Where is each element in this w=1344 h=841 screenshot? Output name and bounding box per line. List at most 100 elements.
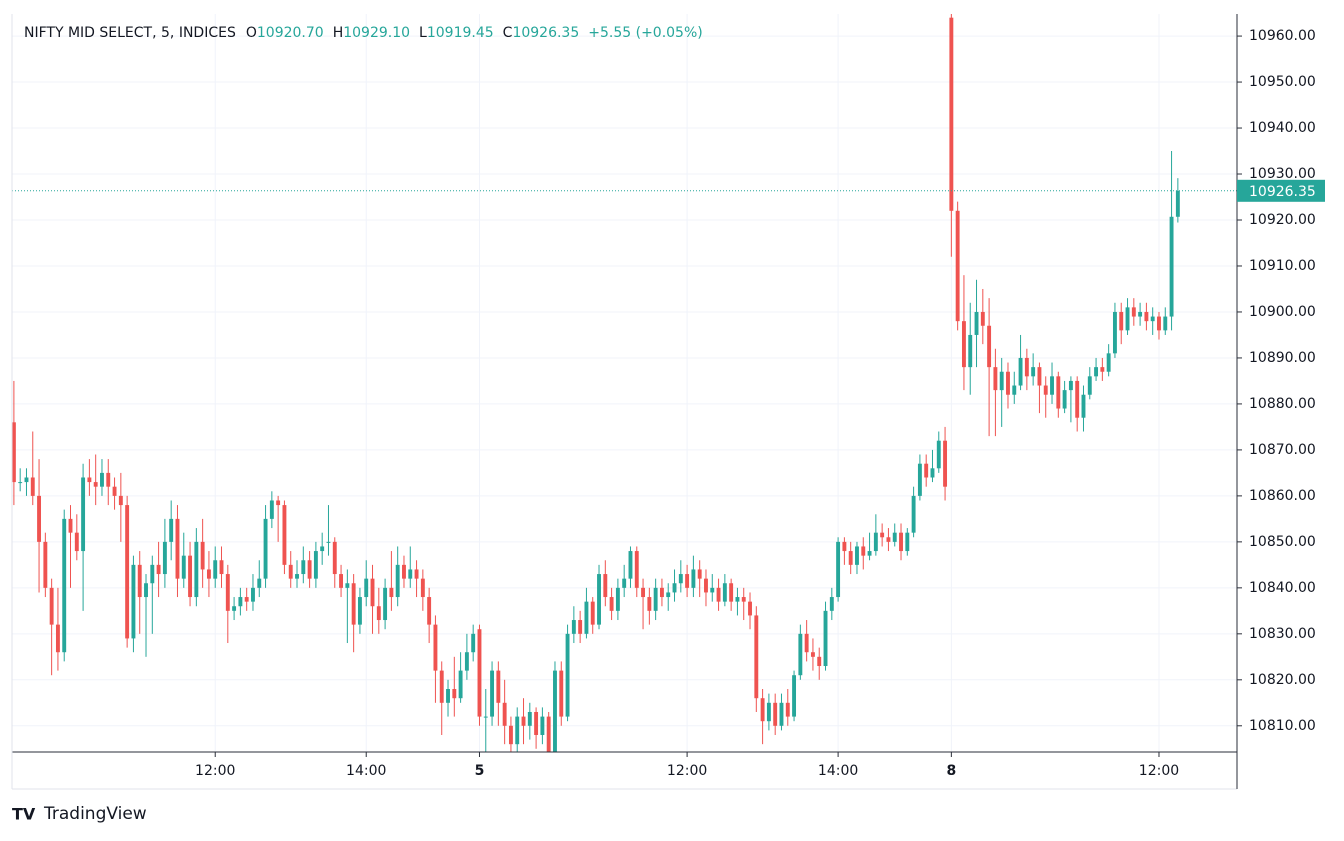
candle-body	[647, 597, 652, 611]
candle-body	[1056, 376, 1061, 409]
candle-body	[722, 583, 727, 602]
candle-body	[578, 620, 583, 634]
candle-body	[1100, 367, 1105, 372]
y-tick-label: 10850.00	[1249, 534, 1316, 550]
candle-body	[332, 541, 337, 575]
candle-body	[219, 560, 224, 575]
candle-body	[295, 574, 299, 579]
candle-body	[704, 578, 708, 593]
candle-body	[251, 587, 255, 602]
candle-body	[175, 518, 180, 579]
candle-body	[1043, 385, 1048, 395]
candle-body	[628, 551, 633, 579]
candle-body	[710, 587, 715, 593]
candle-body	[496, 670, 501, 703]
candle-body	[521, 716, 526, 726]
candle-body	[313, 551, 318, 579]
candle-body	[773, 702, 778, 726]
candle-body	[18, 482, 23, 484]
y-tick-label: 10900.00	[1249, 304, 1316, 320]
candle-body	[968, 334, 973, 368]
candle-body	[823, 610, 828, 667]
candle-body	[118, 495, 123, 506]
x-tick-label: 14:00	[818, 763, 858, 779]
candle-body	[1169, 216, 1174, 317]
candle-body	[622, 578, 627, 588]
x-tick-label: 12:00	[667, 763, 707, 779]
candle-body	[817, 656, 822, 667]
candle-body	[955, 210, 960, 322]
candle-body	[206, 569, 211, 579]
legend-key: C	[503, 25, 513, 41]
candle-body	[760, 698, 765, 722]
candle-body	[917, 463, 922, 496]
candle-body	[263, 518, 268, 579]
candle-body	[288, 564, 293, 579]
candle-body	[798, 633, 803, 676]
grid	[12, 14, 1237, 752]
candle-body	[402, 564, 406, 579]
candle-body	[792, 675, 797, 717]
candle-body	[30, 477, 35, 496]
candle-body	[1112, 311, 1117, 354]
candle-body	[836, 541, 841, 598]
legend-key: L	[419, 25, 427, 41]
legend-value: 10929.10	[343, 25, 410, 41]
candle-body	[1125, 307, 1130, 331]
candle-body	[943, 440, 948, 487]
candle-body	[188, 555, 193, 598]
candle-body	[276, 500, 281, 506]
candle-body	[307, 560, 312, 579]
symbol: NIFTY MID SELECT, 5, INDICES	[24, 25, 236, 41]
candle-body	[641, 587, 646, 598]
y-tick-label: 10890.00	[1249, 350, 1316, 366]
candle-body	[181, 555, 186, 579]
x-tick-label: 12:00	[1139, 763, 1179, 779]
candle-body	[62, 518, 67, 653]
candle-body	[615, 587, 620, 611]
y-tick-label: 10940.00	[1249, 120, 1316, 136]
candle-body	[364, 578, 369, 598]
candle-body	[1087, 376, 1092, 395]
candle-body	[37, 495, 42, 542]
candle-body	[395, 564, 400, 598]
y-tick-label: 10840.00	[1249, 580, 1316, 596]
candle-body	[490, 670, 495, 717]
candle-body	[357, 597, 362, 625]
candle-body	[238, 597, 243, 607]
candle-body	[653, 587, 658, 611]
candle-body	[911, 495, 916, 533]
candle-body	[49, 587, 54, 625]
candle-body	[162, 541, 167, 575]
candle-body	[829, 597, 834, 611]
candle-body	[282, 505, 287, 565]
y-tick-label: 10830.00	[1249, 626, 1316, 642]
candle-body	[446, 689, 450, 703]
candle-body	[1050, 376, 1054, 395]
candle-body	[729, 583, 734, 602]
candle-body	[546, 716, 551, 752]
candle-body	[68, 518, 73, 533]
candle-body	[741, 597, 746, 602]
candle-body	[855, 546, 859, 565]
candle-body	[980, 311, 985, 326]
candle-body	[930, 468, 935, 478]
candle-body	[1075, 380, 1080, 418]
candle-body	[659, 587, 664, 598]
candle-body	[1131, 307, 1136, 317]
y-tick-label: 10870.00	[1249, 442, 1316, 458]
candle-body	[200, 541, 205, 570]
candle-body	[1012, 385, 1017, 395]
candle-body	[225, 574, 230, 611]
last-price-label: 10926.35	[1249, 184, 1316, 200]
candle-body	[634, 551, 639, 588]
x-tick-label: 12:00	[195, 763, 235, 779]
candle-body	[81, 477, 86, 552]
candle-body	[678, 574, 683, 584]
candle-body	[861, 546, 866, 556]
y-tick-label: 10930.00	[1249, 166, 1316, 182]
legend-key: H	[333, 25, 344, 41]
candle-body	[439, 670, 444, 703]
candle-body	[351, 583, 356, 625]
